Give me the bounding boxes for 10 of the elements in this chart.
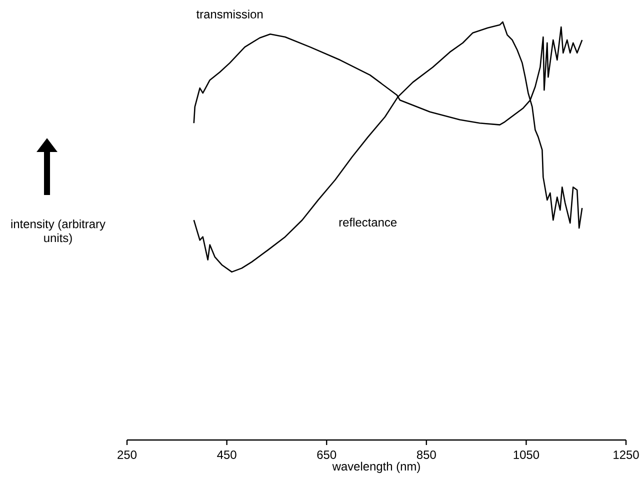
- x-tick-label: 850: [416, 450, 436, 459]
- y-axis-title: intensity (arbitrary units): [11, 219, 106, 245]
- x-tick-label: 650: [317, 450, 336, 459]
- x-axis-title: wavelength (nm): [332, 462, 420, 473]
- text: reflectance: [339, 218, 397, 227]
- series-label: transmission: [196, 10, 263, 18]
- x-tick-label: 1250: [614, 450, 639, 459]
- x-tick-label: 450: [217, 450, 236, 459]
- x-tick-label: 1050: [514, 450, 540, 459]
- x-tick-label: 250: [118, 450, 137, 459]
